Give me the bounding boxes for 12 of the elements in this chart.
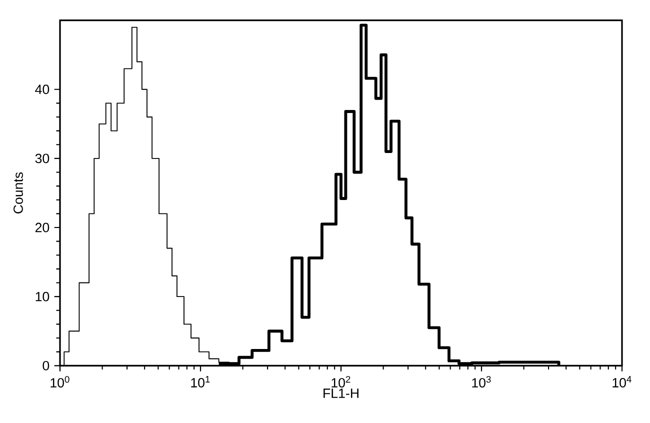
x-tick-label: 10$^{0}$ [50, 376, 70, 388]
y-tick-label: 10 [36, 292, 50, 302]
y-tick-label: 40 [35, 84, 50, 94]
x-tick-label: 10$^{3}$ [472, 376, 491, 388]
x-axis-title: FL1-H [324, 388, 358, 398]
x-tick-label: 10$^{2}$ [332, 376, 350, 388]
y-tick-label: 20 [35, 222, 50, 232]
x-tick-label: 10$^{4}$ [612, 376, 632, 388]
y-tick-label: 30 [35, 154, 50, 164]
x-tick-label: 10$^{1}$ [191, 376, 210, 388]
y-tick-label: 0 [42, 360, 50, 370]
y-axis-title: Counts [14, 172, 23, 214]
